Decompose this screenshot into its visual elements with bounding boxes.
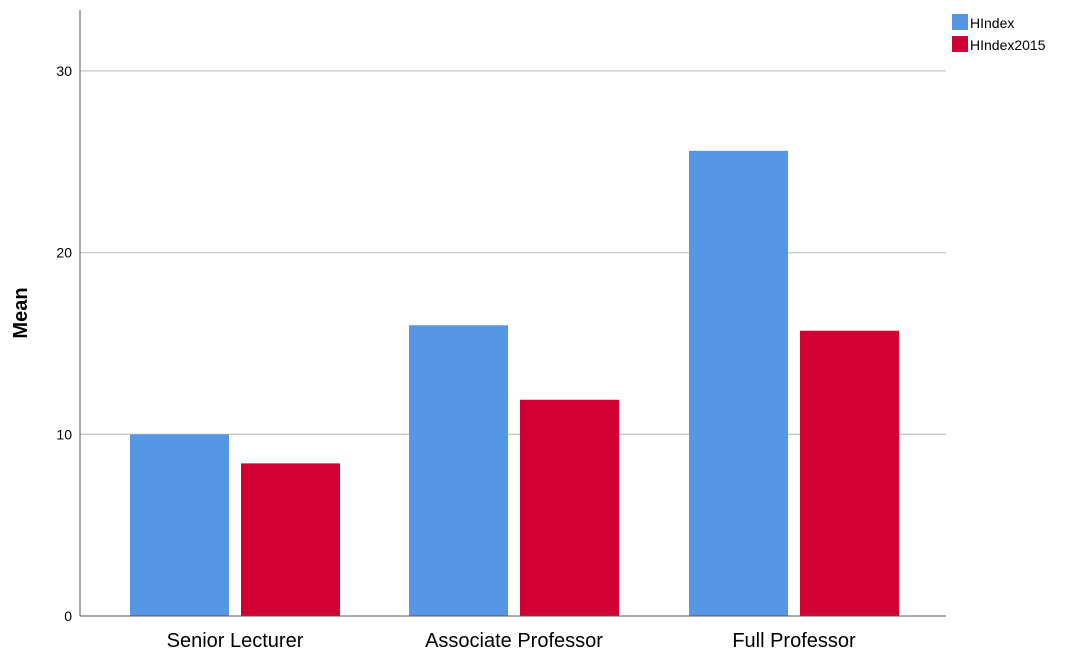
legend-label-hindex: HIndex (970, 15, 1014, 31)
legend: HIndex HIndex2015 (952, 14, 1046, 53)
y-tick-label-10: 10 (56, 426, 72, 442)
bar-hindex2015-full-professor (800, 330, 899, 616)
bar-hindex-associate-professor (409, 325, 508, 616)
y-tick-label-0: 0 (64, 608, 72, 624)
y-tick-label-30: 30 (56, 63, 72, 79)
x-tick-labels: Senior Lecturer Associate Professor Full P… (167, 630, 856, 652)
x-category-label: Associate Professor (425, 630, 603, 652)
y-axis-title: Mean (10, 287, 32, 338)
x-category-label: Senior Lecturer (167, 630, 304, 652)
legend-swatch-hindex (952, 14, 968, 30)
axes (79, 10, 946, 617)
bar-hindex2015-senior-lecturer (241, 463, 340, 616)
y-tick-label-20: 20 (56, 245, 72, 261)
legend-swatch-hindex2015 (952, 36, 968, 52)
bar-hindex2015-associate-professor (520, 399, 619, 616)
bar-hindex-senior-lecturer (130, 434, 229, 616)
legend-label-hindex2015: HIndex2015 (970, 37, 1046, 53)
y-tick-labels: 0 10 20 30 (56, 63, 72, 624)
bar-hindex-full-professor (689, 150, 788, 616)
bars (130, 150, 899, 616)
x-category-label: Full Professor (732, 630, 856, 652)
